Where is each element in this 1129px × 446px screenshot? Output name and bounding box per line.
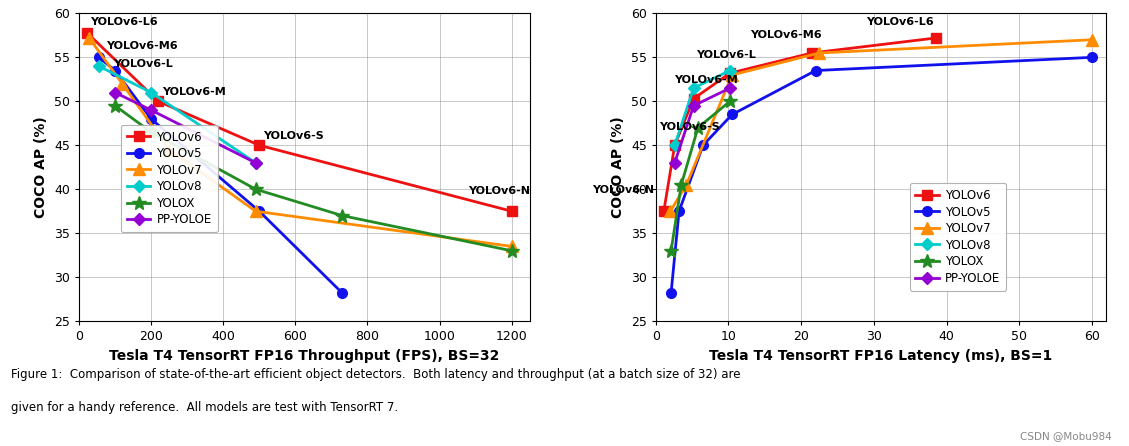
Text: YOLOv6-L6: YOLOv6-L6 — [867, 17, 934, 27]
Legend: YOLOv6, YOLOv5, YOLOv7, YOLOv8, YOLOX, PP-YOLOE: YOLOv6, YOLOv5, YOLOv7, YOLOv8, YOLOX, P… — [910, 183, 1006, 291]
Text: YOLOv6-N: YOLOv6-N — [592, 186, 654, 195]
Text: YOLOv6-S: YOLOv6-S — [263, 131, 324, 141]
Text: YOLOv6-M6: YOLOv6-M6 — [751, 30, 822, 40]
Y-axis label: COCO AP (%): COCO AP (%) — [611, 116, 625, 218]
Text: CSDN @Mobu984: CSDN @Mobu984 — [1021, 432, 1112, 442]
X-axis label: Tesla T4 TensorRT FP16 Latency (ms), BS=1: Tesla T4 TensorRT FP16 Latency (ms), BS=… — [709, 349, 1052, 363]
Text: YOLOv6-M: YOLOv6-M — [674, 75, 737, 86]
Text: Figure 1:  Comparison of state-of-the-art efficient object detectors.  Both late: Figure 1: Comparison of state-of-the-art… — [11, 368, 741, 381]
X-axis label: Tesla T4 TensorRT FP16 Throughput (FPS), BS=32: Tesla T4 TensorRT FP16 Throughput (FPS),… — [110, 349, 499, 363]
Text: given for a handy reference.  All models are test with TensorRT 7.: given for a handy reference. All models … — [11, 401, 399, 414]
Text: YOLOv6-L: YOLOv6-L — [113, 59, 173, 69]
Text: YOLOv6-M6: YOLOv6-M6 — [106, 41, 177, 51]
Text: YOLOv6-S: YOLOv6-S — [659, 122, 720, 132]
Text: YOLOv6-L: YOLOv6-L — [695, 50, 755, 60]
Text: YOLOv6-L6: YOLOv6-L6 — [90, 17, 157, 27]
Legend: YOLOv6, YOLOv5, YOLOv7, YOLOv8, YOLOX, PP-YOLOE: YOLOv6, YOLOv5, YOLOv7, YOLOv8, YOLOX, P… — [121, 124, 218, 232]
Y-axis label: COCO AP (%): COCO AP (%) — [35, 116, 49, 218]
Text: YOLOv6-N: YOLOv6-N — [469, 186, 531, 196]
Text: YOLOv6-M: YOLOv6-M — [161, 87, 226, 97]
